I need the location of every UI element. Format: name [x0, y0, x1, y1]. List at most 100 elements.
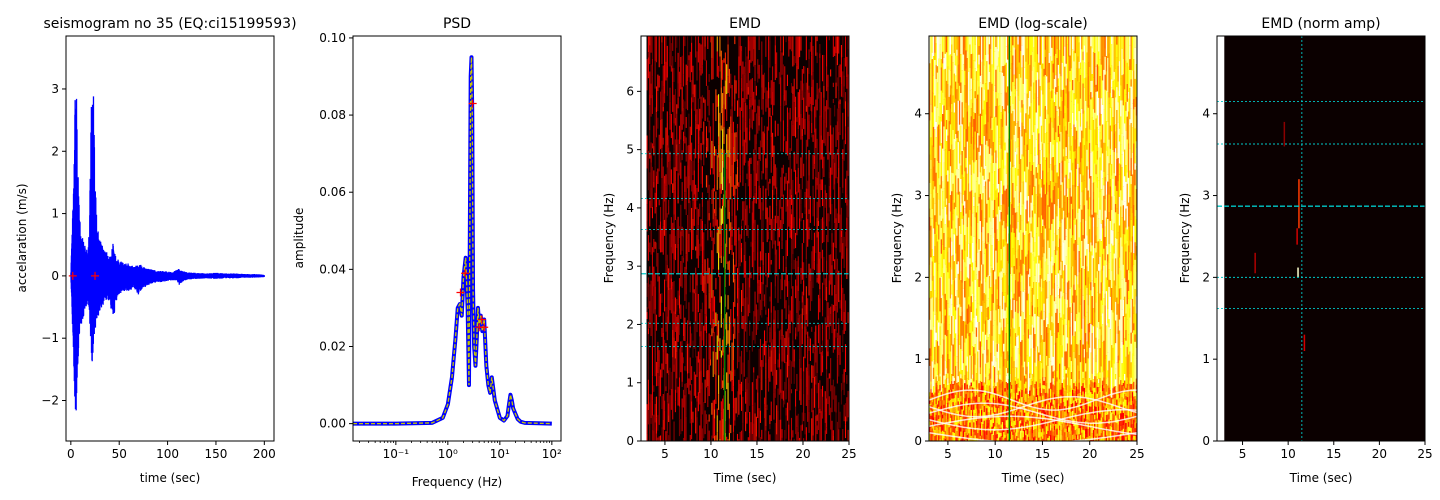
heatmap-cell — [986, 222, 988, 244]
heatmap-cell — [799, 183, 801, 189]
heatmap-cell — [788, 337, 790, 367]
heatmap-cell — [738, 439, 740, 441]
heatmap-cell — [960, 374, 962, 379]
heatmap-cell — [751, 434, 753, 441]
heatmap-cell — [718, 347, 720, 376]
heatmap-cell — [984, 320, 987, 335]
heatmap-cell — [934, 364, 936, 393]
heatmap-cell — [939, 243, 941, 259]
heatmap-cell — [759, 140, 761, 161]
heatmap-cell — [828, 207, 830, 222]
heatmap-cell — [979, 380, 982, 390]
heatmap-cell — [1044, 261, 1047, 281]
heatmap-cell — [1039, 36, 1042, 65]
heatmap-cell — [674, 389, 676, 402]
heatmap-cell — [670, 247, 672, 279]
heatmap-cell — [668, 354, 670, 371]
heatmap-cell — [703, 275, 705, 293]
heatmap-cell — [705, 126, 707, 141]
heatmap-cell — [952, 420, 954, 428]
heatmap-cell — [1033, 377, 1035, 381]
heatmap-cell — [699, 425, 701, 441]
heatmap-cell — [842, 187, 844, 194]
heatmap-cell — [930, 169, 932, 194]
heatmap-cell — [738, 379, 740, 389]
heatmap-cell — [960, 391, 962, 397]
heatmap-cell — [1056, 381, 1058, 391]
heatmap-cell — [834, 386, 836, 412]
heatmap-cell — [1060, 36, 1062, 62]
heatmap-cell — [797, 129, 799, 151]
heatmap-cell — [934, 346, 936, 365]
heatmap-cell — [1043, 394, 1045, 398]
heatmap-cell — [728, 352, 730, 375]
heatmap-cell — [838, 91, 840, 102]
heatmap-cell — [692, 180, 694, 202]
heatmap-cell — [669, 395, 671, 421]
heatmap-cell — [969, 146, 971, 158]
heatmap-cell — [697, 36, 699, 63]
heatmap-cell — [753, 223, 755, 253]
heatmap-cell — [655, 175, 658, 207]
heatmap-cell — [765, 98, 767, 112]
heatmap-cell — [1055, 312, 1057, 343]
heatmap-cell — [983, 382, 986, 390]
heatmap-cell — [649, 94, 651, 106]
heatmap-cell — [945, 267, 948, 301]
heatmap-cell — [812, 435, 814, 441]
heatmap-cell — [1027, 250, 1030, 275]
heatmap-cell — [1003, 273, 1005, 296]
heatmap-cell — [826, 127, 828, 154]
heatmap-cell — [964, 70, 966, 86]
heatmap-cell — [773, 319, 775, 349]
heatmap-cell — [732, 252, 734, 259]
heatmap-cell — [745, 260, 747, 277]
heatmap-cell — [735, 215, 737, 229]
heatmap-cell — [949, 428, 952, 433]
heatmap-cell — [996, 48, 999, 66]
heatmap-cell — [938, 239, 940, 264]
heatmap-cell — [953, 398, 956, 406]
heatmap-cell — [1003, 204, 1005, 222]
heatmap-cell — [689, 200, 691, 233]
heatmap-cell — [970, 419, 973, 428]
heatmap-cell — [947, 419, 949, 424]
heatmap-cell — [789, 36, 791, 50]
heatmap-cell — [1047, 437, 1049, 441]
heatmap-cell — [664, 93, 666, 103]
heatmap-cell — [1040, 68, 1043, 91]
heatmap-cell — [992, 36, 995, 68]
heatmap-cell — [1030, 429, 1032, 435]
heatmap-cell — [846, 77, 848, 89]
heatmap-cell — [1059, 398, 1061, 406]
heatmap-cell — [960, 408, 962, 417]
heatmap-cell — [1027, 338, 1030, 362]
heatmap-cell — [1034, 36, 1036, 62]
heatmap-cell — [715, 89, 717, 122]
heatmap-cell — [763, 125, 766, 134]
heatmap-cell — [822, 355, 824, 373]
heatmap-cell — [662, 429, 664, 441]
heatmap-cell — [831, 148, 833, 175]
heatmap-cell — [731, 371, 733, 381]
heatmap-cell — [936, 375, 939, 381]
heatmap-cell — [1043, 425, 1045, 432]
heatmap-cell — [1061, 36, 1064, 63]
heatmap-cell — [738, 36, 740, 57]
heatmap-cell — [960, 306, 962, 317]
heatmap-cell — [839, 214, 841, 244]
heatmap-cell — [999, 334, 1001, 369]
heatmap-cell — [1020, 214, 1022, 231]
heatmap-cell — [815, 99, 817, 118]
heatmap-cell — [1044, 160, 1047, 195]
heatmap-cell — [994, 355, 996, 368]
heatmap-cell — [1027, 36, 1030, 65]
heatmap-cell — [935, 361, 938, 371]
heatmap-cell — [1038, 419, 1040, 427]
heatmap-cell — [1051, 90, 1053, 99]
heatmap-cell — [838, 152, 840, 168]
heatmap-cell — [807, 370, 809, 395]
heatmap-cell — [708, 120, 710, 133]
heatmap-cell — [948, 437, 951, 441]
heatmap-cell — [1036, 360, 1039, 390]
